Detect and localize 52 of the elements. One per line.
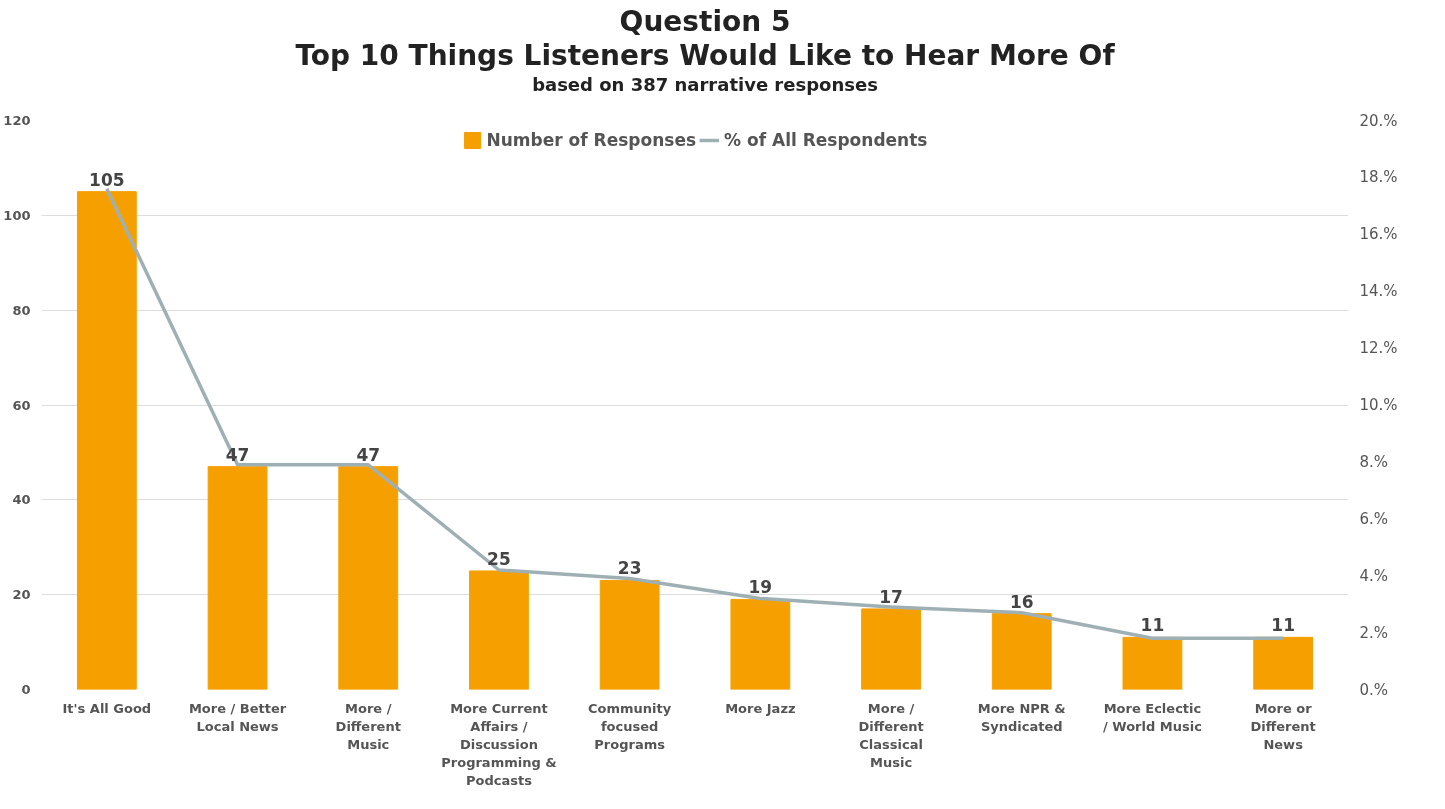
- y2-tick-label: 16.%: [1359, 225, 1398, 244]
- bar: [599, 579, 660, 690]
- x-tick-label: More Eclectic / World Music: [1103, 700, 1202, 734]
- y-tick-label: 80: [12, 302, 31, 318]
- y2-tick-label: 8.%: [1359, 452, 1389, 471]
- x-tick-label: Community focused Programs: [588, 700, 672, 752]
- data-label: 105: [89, 169, 125, 190]
- y-tick-label: 0: [21, 682, 31, 697]
- x-tick-label: More NPR & Syndicated: [977, 700, 1066, 734]
- data-label: 16: [1009, 591, 1034, 612]
- bar: [207, 466, 268, 690]
- x-tick-label: More / Different Music: [335, 700, 401, 752]
- x-tick-label: More / Better Local News: [188, 700, 287, 734]
- bar: [730, 598, 791, 690]
- y2-tick-label: 20.%: [1359, 111, 1398, 130]
- data-label: 17: [879, 586, 903, 607]
- legend-label: % of All Respondents: [724, 130, 928, 150]
- y-tick-label: 40: [12, 492, 31, 508]
- y-tick-label: 20: [12, 587, 31, 603]
- y2-tick-label: 18.%: [1359, 168, 1398, 187]
- data-label: 47: [356, 444, 381, 465]
- bar: [1122, 636, 1183, 690]
- legend-label: Number of Responses: [486, 130, 697, 150]
- bar: [861, 608, 921, 690]
- chart-subtitle: based on 387 narrative responses: [531, 73, 879, 98]
- y2-tick-label: 12.%: [1359, 339, 1398, 358]
- x-tick-label: More or Different News: [1250, 700, 1316, 752]
- x-tick-label: More Current Affairs / Discussion Programming & Podcasts: [441, 700, 557, 788]
- data-label: 47: [225, 444, 250, 465]
- x-tick-label: It's All Good: [62, 700, 152, 716]
- y2-tick-label: 10.%: [1359, 396, 1398, 414]
- bar: [469, 570, 529, 690]
- x-tick-label: More / Different Classical Music: [858, 700, 924, 770]
- x-tick-label: More Jazz: [725, 700, 796, 716]
- y2-tick-label: 0.%: [1359, 680, 1389, 699]
- chart-title: Question 5 Top 10 Things Listeners Would Like to Hear More Of: [294, 5, 1116, 73]
- y2-tick-label: 2.%: [1359, 623, 1389, 642]
- y2-tick-label: 4.%: [1359, 566, 1389, 585]
- bar: [1253, 636, 1314, 690]
- data-label: 11: [1140, 615, 1165, 636]
- data-label: 11: [1271, 615, 1295, 636]
- data-label: 25: [487, 548, 511, 569]
- bar: [991, 613, 1052, 690]
- y-tick-label: 60: [12, 397, 31, 413]
- data-label: 23: [617, 558, 642, 579]
- y2-tick-label: 14.%: [1359, 282, 1398, 301]
- y2-tick-label: 6.%: [1359, 509, 1389, 528]
- bar: [76, 191, 137, 690]
- bar: [338, 466, 399, 690]
- data-label: 19: [748, 577, 773, 598]
- y-tick-label: 100: [3, 207, 31, 223]
- y-tick-label: 120: [3, 113, 31, 128]
